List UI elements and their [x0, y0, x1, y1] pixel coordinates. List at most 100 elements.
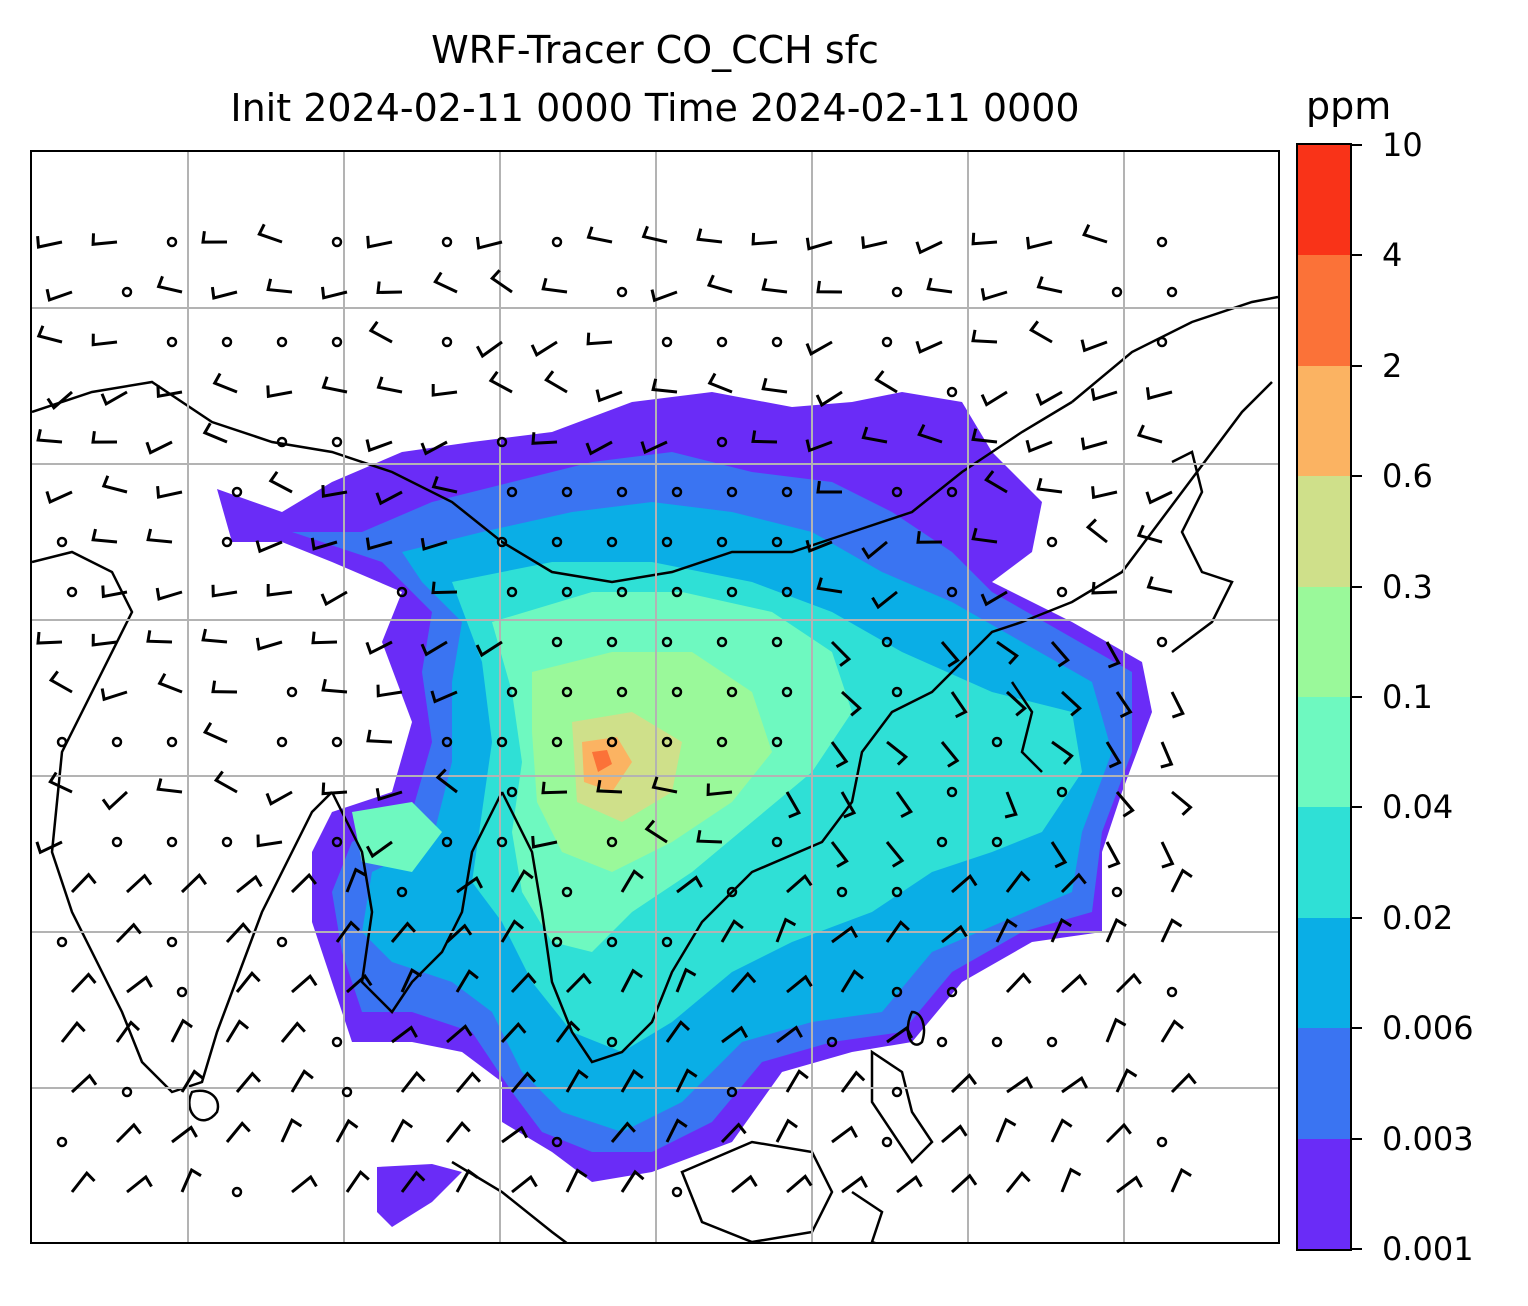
calm-wind-circle: [56, 1136, 68, 1148]
wind-barb: [541, 277, 568, 294]
colorbar-tick: [1352, 585, 1362, 588]
coastline-india: [32, 550, 333, 1094]
calm-wind-circle: [1156, 636, 1168, 648]
wind-barb: [861, 540, 888, 560]
wind-barb: [235, 1071, 262, 1093]
calm-wind-circle: [331, 736, 343, 748]
wind-barb: [1026, 236, 1053, 250]
calm-wind-circle: [616, 486, 628, 498]
calm-wind-circle: [551, 236, 563, 248]
calm-wind-circle: [661, 636, 673, 648]
wind-barb: [830, 640, 852, 667]
wind-barb: [146, 630, 173, 644]
wind-barb: [156, 385, 183, 398]
wind-barb: [511, 1174, 538, 1194]
tracer-level-0001-small: [377, 1164, 462, 1227]
colorbar-tick-label: 0.6: [1382, 457, 1433, 496]
wind-barb: [256, 834, 283, 848]
calm-wind-circle: [836, 886, 848, 898]
wind-barb: [156, 275, 183, 294]
wind-barb: [651, 776, 678, 794]
calm-wind-circle: [716, 336, 728, 348]
wind-barb: [210, 286, 238, 300]
wind-barb: [886, 1025, 914, 1044]
wind-barb: [565, 972, 592, 994]
wind-barb: [202, 422, 228, 444]
wind-barb: [180, 1167, 202, 1193]
calm-wind-circle: [946, 386, 958, 398]
wind-barb: [1085, 518, 1108, 544]
wind-barb: [980, 287, 1008, 301]
colorbar-tick-label: 0.04: [1382, 788, 1454, 827]
wind-barb: [335, 1118, 359, 1143]
wind-barb: [1005, 972, 1032, 994]
wind-barb: [1160, 1019, 1184, 1043]
calm-wind-circle: [716, 536, 728, 548]
wind-barb: [917, 423, 943, 444]
calm-wind-circle: [946, 486, 958, 498]
calm-wind-circle: [1166, 286, 1178, 298]
calm-wind-circle: [671, 1186, 683, 1198]
wind-barb: [445, 1121, 471, 1143]
wind-barb: [500, 1022, 527, 1044]
wind-barb: [586, 226, 613, 244]
wind-barb: [1171, 790, 1193, 816]
wind-barb: [696, 829, 723, 844]
wind-barb: [60, 1020, 86, 1043]
wind-barb: [475, 340, 503, 359]
calm-wind-circle: [991, 736, 1003, 748]
wind-barb: [871, 590, 898, 610]
wind-barb: [1136, 424, 1163, 444]
colorbar-tick: [1352, 1027, 1362, 1030]
wind-barb: [761, 377, 788, 394]
wind-barb: [211, 680, 238, 694]
calm-wind-circle: [781, 486, 793, 498]
calm-wind-circle: [1156, 236, 1168, 248]
wind-barb: [830, 841, 849, 868]
wind-barb: [950, 1073, 978, 1094]
calm-wind-circle: [496, 836, 508, 848]
wind-barb: [100, 390, 128, 407]
calm-wind-circle: [881, 336, 893, 348]
calm-wind-circle: [616, 586, 628, 598]
wind-barb: [1090, 388, 1118, 402]
colorbar-tick-label: 0.006: [1382, 1009, 1474, 1048]
wind-barb: [431, 581, 458, 595]
coastline-philippines: [870, 1049, 934, 1164]
wind-barb: [115, 1020, 141, 1043]
wind-barb: [1115, 691, 1133, 719]
wind-barb: [36, 631, 63, 645]
calm-wind-circle: [111, 836, 123, 848]
wind-barb: [156, 778, 183, 794]
wind-barb: [840, 969, 864, 993]
wind-barb: [1035, 390, 1063, 406]
wind-barb: [1050, 841, 1068, 869]
calm-wind-circle: [231, 1186, 243, 1198]
wind-barb: [236, 874, 263, 894]
wind-barb: [596, 779, 623, 794]
calm-wind-circle: [166, 236, 178, 248]
calm-wind-circle: [671, 486, 683, 498]
calm-wind-circle: [276, 336, 288, 348]
wind-barb: [595, 389, 623, 403]
calm-wind-circle: [561, 886, 573, 898]
wind-barb: [500, 919, 525, 943]
wind-barb: [805, 539, 833, 553]
colorbar-segment: [1298, 254, 1350, 366]
colorbar-segment: [1298, 806, 1350, 918]
wind-barb: [941, 924, 968, 944]
colorbar-tick-label: 0.003: [1382, 1119, 1474, 1158]
calm-wind-circle: [221, 536, 233, 548]
wind-barb: [841, 1175, 868, 1194]
wind-barb: [971, 527, 998, 544]
wind-barb: [751, 232, 778, 246]
wind-barb: [731, 1174, 758, 1194]
wind-barb: [651, 378, 678, 394]
wind-barb: [1051, 740, 1074, 766]
wind-barb: [895, 791, 914, 819]
wind-barb: [201, 231, 228, 244]
wind-barb: [1080, 437, 1108, 451]
wind-barb: [1136, 524, 1163, 544]
wind-barb: [1025, 439, 1053, 453]
wind-barb: [455, 1168, 479, 1193]
